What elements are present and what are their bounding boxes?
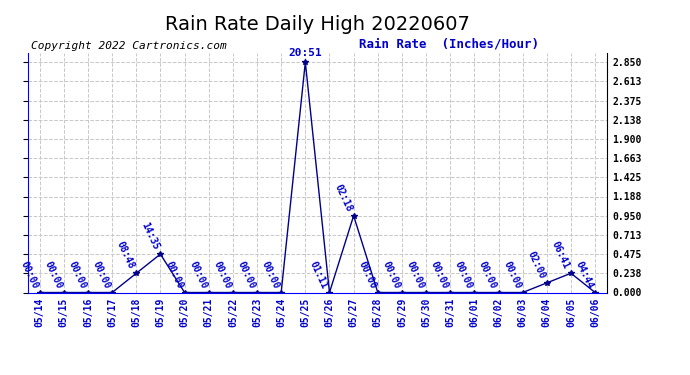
Text: 00:00: 00:00 xyxy=(380,259,402,290)
Text: 02:00: 02:00 xyxy=(525,250,546,280)
Text: 20:51: 20:51 xyxy=(288,48,322,58)
Text: 00:00: 00:00 xyxy=(187,259,208,290)
Text: 00:00: 00:00 xyxy=(428,259,450,290)
Text: 06:41: 06:41 xyxy=(549,240,571,271)
Text: 00:00: 00:00 xyxy=(453,259,475,290)
Text: 00:00: 00:00 xyxy=(356,259,378,290)
Text: 00:00: 00:00 xyxy=(211,259,233,290)
Text: 00:00: 00:00 xyxy=(163,259,184,290)
Text: 00:00: 00:00 xyxy=(501,259,523,290)
Text: 00:00: 00:00 xyxy=(404,259,426,290)
Text: 00:00: 00:00 xyxy=(66,259,88,290)
Text: 01:11: 01:11 xyxy=(308,259,330,290)
Text: 14:35: 14:35 xyxy=(139,221,160,252)
Text: 02:18: 02:18 xyxy=(332,183,353,213)
Text: 00:00: 00:00 xyxy=(477,259,498,290)
Text: 04:44: 04:44 xyxy=(573,259,595,290)
Text: Rain Rate Daily High 20220607: Rain Rate Daily High 20220607 xyxy=(165,15,470,34)
Text: 00:00: 00:00 xyxy=(235,259,257,290)
Text: 00:00: 00:00 xyxy=(259,259,282,290)
Text: 00:00: 00:00 xyxy=(42,259,63,290)
Text: Copyright 2022 Cartronics.com: Copyright 2022 Cartronics.com xyxy=(31,40,227,51)
Text: 00:00: 00:00 xyxy=(90,259,112,290)
Text: Rain Rate  (Inches/Hour): Rain Rate (Inches/Hour) xyxy=(359,38,539,51)
Text: 00:00: 00:00 xyxy=(18,259,39,290)
Text: 08:48: 08:48 xyxy=(115,240,136,271)
